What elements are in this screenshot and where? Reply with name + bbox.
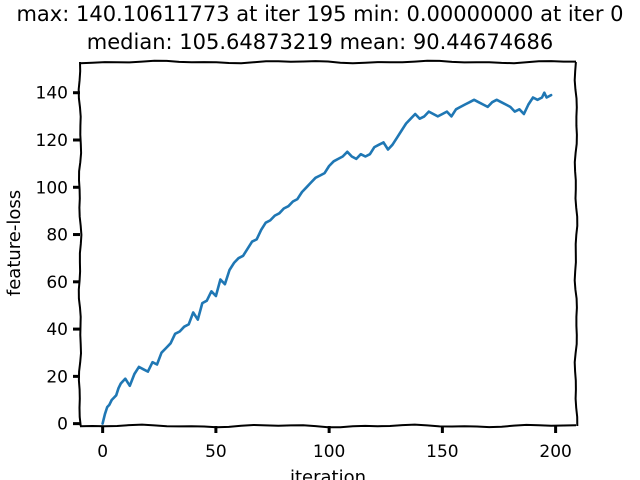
x-tick-label: 150 — [426, 442, 458, 462]
x-axis-label: iteration — [290, 467, 366, 480]
y-tick-label: 40 — [46, 320, 68, 340]
series-line-0 — [101, 91, 553, 425]
y-tick-label: 100 — [36, 178, 68, 198]
chart-title-line-2: median: 105.64873219 mean: 90.44674686 — [86, 30, 554, 54]
x-tick-label: 0 — [97, 442, 108, 462]
y-tick-label: 120 — [36, 131, 68, 151]
plot-frame — [77, 59, 579, 429]
y-tick-label: 80 — [46, 226, 68, 246]
series-layer — [101, 91, 553, 425]
plot-frame-left — [77, 61, 83, 427]
x-tick-label: 100 — [313, 442, 345, 462]
y-tick-label: 140 — [36, 84, 68, 104]
y-tick-label: 20 — [46, 367, 68, 387]
y-tick-label: 60 — [46, 273, 68, 293]
x-tick-label: 200 — [539, 442, 571, 462]
plot-frame-right — [573, 61, 579, 427]
x-tick-label: 50 — [205, 442, 227, 462]
chart-title-line-1: max: 140.10611773 at iter 195 min: 0.000… — [16, 2, 624, 26]
y-tick-label: 0 — [57, 415, 68, 435]
y-axis-label: feature-loss — [4, 190, 25, 296]
axis-ticks: 0 50 100 150 200 0 20 40 60 80 100 120 140 — [36, 84, 572, 462]
plot-frame-top — [79, 59, 576, 65]
